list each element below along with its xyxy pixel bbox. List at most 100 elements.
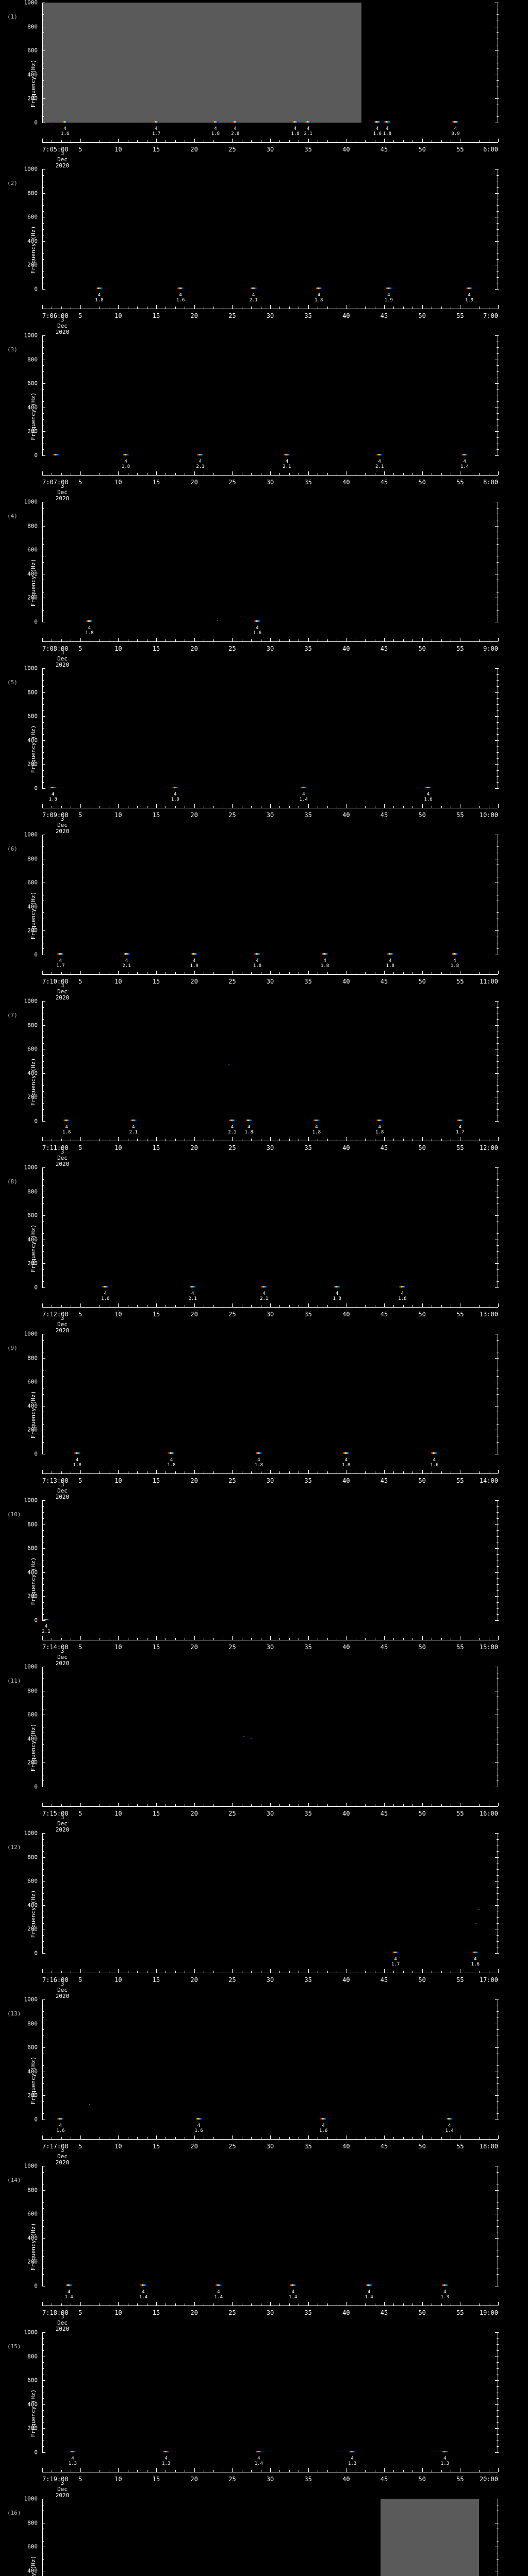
event-marker[interactable] [334,1286,340,1287]
event-marker[interactable] [190,1286,196,1287]
event-marker[interactable] [86,620,92,622]
x-axis-tick-label: 40 [342,2309,350,2316]
event-marker[interactable] [387,953,393,955]
event-annotation: 4 2.1 [249,293,257,303]
event-marker[interactable] [425,787,431,788]
date-stamp-line: 2020 [55,2492,70,2499]
event-marker[interactable] [66,2284,72,2286]
event-marker[interactable] [320,2118,326,2120]
event-marker[interactable] [212,121,219,123]
event-marker[interactable] [314,1120,320,1121]
event-marker[interactable] [57,953,63,955]
event-marker[interactable] [191,953,197,955]
event-marker[interactable] [256,1452,262,1454]
event-marker[interactable] [70,2451,76,2452]
event-marker[interactable] [301,787,307,788]
event-marker[interactable] [254,953,260,955]
event-marker-segment [142,2284,143,2286]
event-marker[interactable] [63,1120,70,1121]
y-axis-minor-tick [42,1061,44,1062]
event-marker[interactable] [305,121,311,123]
event-marker[interactable] [43,1619,49,1620]
x-axis-tick-label: 50 [418,2476,426,2483]
event-marker[interactable] [177,287,184,289]
event-marker[interactable] [53,454,59,455]
event-marker[interactable] [442,2284,448,2286]
y-axis-minor-tick [42,912,44,913]
event-marker[interactable] [284,454,290,455]
y-axis-tick-label: 1000 [24,831,38,838]
event-marker[interactable] [163,2451,169,2452]
event-marker[interactable] [153,121,159,123]
event-marker[interactable] [290,2284,296,2286]
event-annotation: 4 1.3 [69,2456,77,2466]
event-marker[interactable] [172,787,178,788]
y-axis-minor-tick-right [497,1394,499,1395]
plot-background [42,1999,498,2120]
y-axis-minor-tick-right [497,1442,499,1443]
event-marker[interactable] [452,953,458,955]
event-marker[interactable] [447,2118,453,2120]
event-marker[interactable] [232,121,238,123]
y-axis-minor-tick [42,2446,44,2447]
event-marker[interactable] [431,1452,437,1454]
event-marker[interactable] [229,1120,235,1121]
y-axis-minor-tick [42,1590,44,1591]
event-marker[interactable] [366,2284,372,2286]
event-annotation: 4 1.6 [194,2123,203,2133]
event-marker[interactable] [376,454,383,455]
event-marker[interactable] [256,2451,262,2452]
event-marker[interactable] [50,787,56,788]
y-axis-minor-tick-right [497,1055,499,1056]
event-marker[interactable] [466,287,472,289]
event-marker[interactable] [123,454,129,455]
event-marker[interactable] [140,2284,146,2286]
event-marker[interactable] [57,2118,63,2120]
event-magnitude-label: 4 [335,1291,339,1296]
event-marker[interactable] [392,1952,399,1953]
event-marker[interactable] [386,287,392,289]
event-marker[interactable] [96,287,102,289]
x-axis-major-tick [384,139,385,142]
event-marker[interactable] [442,2451,448,2452]
y-axis-tick-label: 400 [27,404,38,411]
event-marker[interactable] [261,1286,267,1287]
x-axis-tick-label: 10 [114,1144,122,1151]
event-marker[interactable] [216,2284,222,2286]
event-marker[interactable] [316,287,322,289]
event-marker-segment [126,953,128,955]
event-marker[interactable] [472,1952,478,1953]
event-marker[interactable] [322,953,328,955]
event-marker[interactable] [376,1120,383,1121]
event-marker[interactable] [457,1120,463,1121]
event-marker-segment [325,953,326,955]
event-magnitude-label: 4 [125,958,128,963]
y-axis-major-tick [42,1001,45,1002]
event-marker-segment [394,1952,396,1953]
x-axis-tick-label: 45 [380,2143,388,2150]
event-marker[interactable] [349,2451,355,2452]
event-marker[interactable] [292,121,299,123]
y-axis-major-tick [42,1215,45,1216]
event-marker[interactable] [197,454,203,455]
y-axis-minor-tick [42,752,44,753]
event-marker-segment [190,1286,191,1287]
event-marker[interactable] [124,953,130,955]
event-marker[interactable] [246,1120,252,1121]
event-marker[interactable] [62,121,68,123]
event-marker[interactable] [74,1452,80,1454]
event-marker[interactable] [374,121,381,123]
event-marker[interactable] [384,121,390,123]
event-marker[interactable] [102,1286,108,1287]
event-annotation: 4 1.4 [64,2290,73,2300]
event-marker[interactable] [461,454,468,455]
event-marker[interactable] [251,287,257,289]
event-marker-segment [291,2284,293,2286]
event-marker[interactable] [168,1452,174,1454]
event-marker[interactable] [399,1286,405,1287]
event-marker[interactable] [196,2118,202,2120]
event-marker[interactable] [130,1120,137,1121]
event-marker[interactable] [254,620,260,622]
event-marker[interactable] [452,121,458,123]
event-marker[interactable] [343,1452,349,1454]
